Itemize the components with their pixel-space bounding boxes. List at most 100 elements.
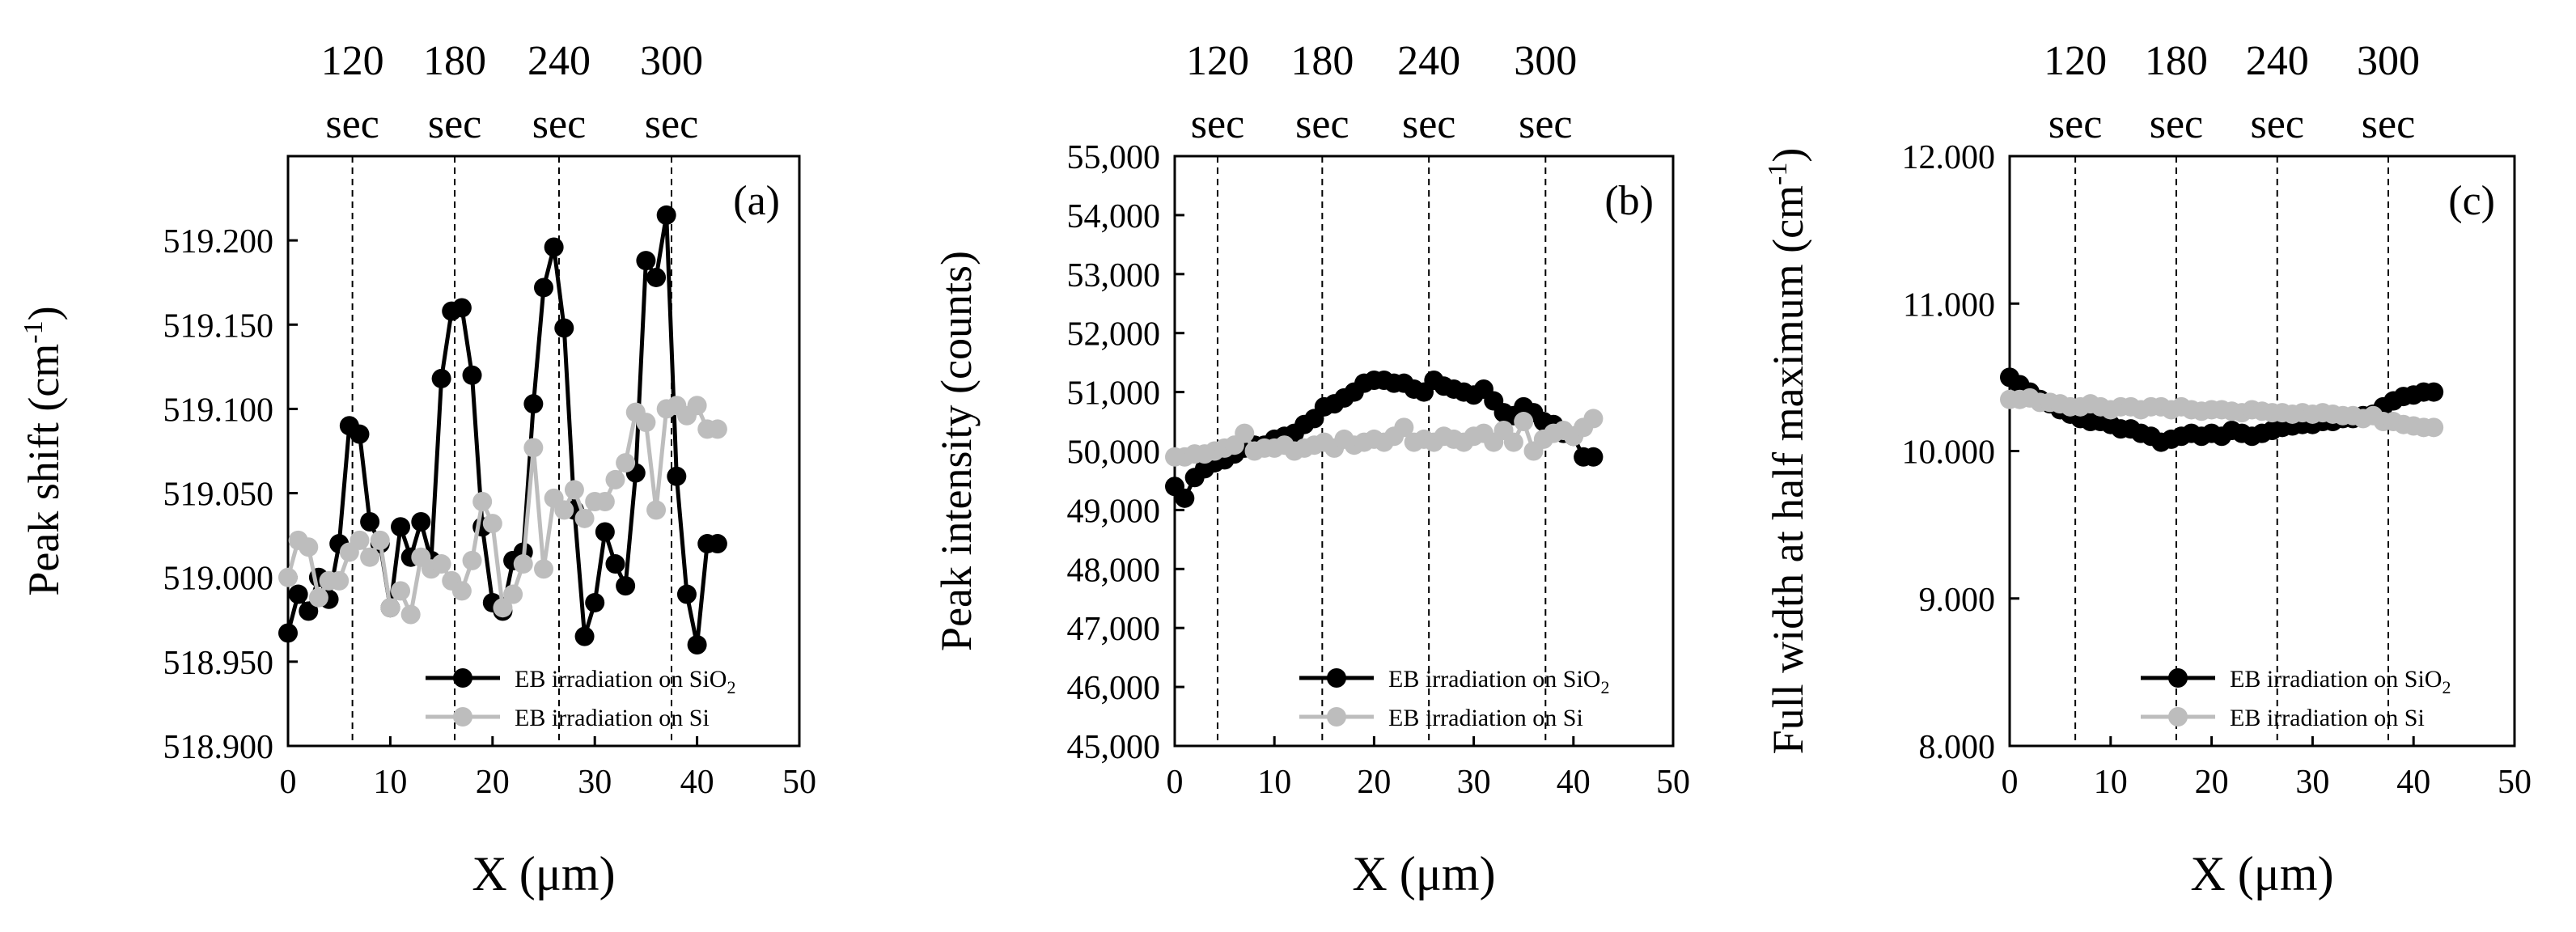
y-axis-title: Full width at half maximum (cm-1) <box>1763 148 1812 755</box>
legend-marker <box>2168 707 2188 727</box>
data-point <box>2424 417 2444 438</box>
legend-item: EB irradiation on Si <box>1299 705 1583 731</box>
data-point <box>370 530 390 550</box>
data-point <box>574 626 595 646</box>
data-point <box>493 598 513 618</box>
data-point <box>472 491 493 511</box>
x-tick-label: 20 <box>1357 764 1391 801</box>
time-marker-value: 180 <box>2145 38 2208 84</box>
data-point <box>687 396 707 416</box>
data-point <box>503 584 523 604</box>
data-point <box>451 581 472 601</box>
y-tick-label: 12.000 <box>1902 139 1996 176</box>
x-tick-label: 50 <box>2498 764 2532 801</box>
data-point <box>646 267 667 287</box>
legend-label-subscript: 2 <box>1600 677 1609 697</box>
legend-label-text: EB irradiation on SiO <box>2230 666 2442 693</box>
y-axis-title-tail: ) <box>1764 148 1812 163</box>
data-point <box>288 584 308 604</box>
data-point <box>636 413 656 433</box>
series-1 <box>2000 388 2444 438</box>
legend-label-text: EB irradiation on SiO <box>1388 666 1600 693</box>
plot-frame <box>286 155 801 748</box>
y-tick-label: 55,000 <box>1067 139 1161 176</box>
panel-label: (c) <box>2448 178 2495 224</box>
data-point <box>451 298 472 318</box>
data-point <box>299 537 319 557</box>
series-1 <box>278 396 727 625</box>
data-point <box>350 424 370 444</box>
x-tick-label: 0 <box>1167 764 1184 801</box>
y-tick-label: 45,000 <box>1067 729 1161 766</box>
y-tick-label: 8.000 <box>1919 729 1996 766</box>
data-point <box>2424 382 2444 402</box>
legend-label-text: EB irradiation on Si <box>2230 705 2425 731</box>
time-marker-value: 300 <box>640 38 703 84</box>
x-tick-label: 30 <box>578 764 612 801</box>
y-tick-label: 519.150 <box>163 307 274 345</box>
legend-item: EB irradiation on Si <box>2141 705 2425 731</box>
data-point <box>278 567 298 587</box>
legend-marker <box>453 668 472 688</box>
legend-marker <box>1327 668 1346 688</box>
time-marker-unit: sec <box>2362 101 2415 147</box>
data-point <box>534 277 553 298</box>
series-1 <box>1165 409 1604 467</box>
time-marker-unit: sec <box>2150 101 2203 147</box>
time-marker-unit: sec <box>2251 101 2304 147</box>
data-point <box>462 365 482 385</box>
y-tick-label: 518.950 <box>163 645 274 682</box>
data-point <box>616 576 636 596</box>
legend-label: EB irradiation on SiO2 <box>1388 666 1609 697</box>
x-tick-label: 0 <box>2002 764 2019 801</box>
data-point <box>707 534 727 554</box>
time-marker-unit: sec <box>1402 101 1455 147</box>
chart-panel-a: 518.900 518.950 519.000 519.050 519.100 519.1… <box>19 38 816 900</box>
data-point <box>656 205 676 225</box>
data-point <box>595 522 615 542</box>
time-marker-unit: sec <box>325 101 379 147</box>
legend-item: EB irradiation on SiO2 <box>1299 666 1609 697</box>
legend-item: EB irradiation on Si <box>426 705 710 731</box>
data-point <box>350 530 370 550</box>
data-point <box>534 559 553 579</box>
data-point <box>482 514 502 534</box>
data-point <box>391 517 411 537</box>
y-tick-label: 518.900 <box>163 729 274 766</box>
y-tick-label: 50,000 <box>1067 434 1161 472</box>
data-point <box>523 394 544 414</box>
y-tick-label: 9.000 <box>1919 582 1996 619</box>
data-point <box>360 547 380 567</box>
legend-item: EB irradiation on SiO2 <box>2141 666 2451 697</box>
data-point <box>1583 409 1604 429</box>
x-tick-label: 50 <box>1656 764 1690 801</box>
legend-marker <box>453 707 472 727</box>
x-tick-label: 20 <box>476 764 510 801</box>
legend-label: EB irradiation on Si <box>2230 705 2425 731</box>
time-marker-value: 240 <box>1397 38 1460 84</box>
data-point <box>605 554 625 574</box>
y-tick-label: 519.050 <box>163 477 274 514</box>
legend-label-text: EB irradiation on Si <box>1388 705 1583 731</box>
time-marker-value: 120 <box>1186 38 1249 84</box>
data-point <box>360 511 380 532</box>
data-point <box>616 453 636 473</box>
legend-label-subscript: 2 <box>2442 677 2451 697</box>
plot-frame <box>2008 155 2516 748</box>
data-point <box>299 601 319 621</box>
x-tick-label: 10 <box>2094 764 2128 801</box>
y-tick-label: 519.100 <box>163 392 274 429</box>
data-point <box>523 438 544 458</box>
x-axis-title: X (μm) <box>2190 847 2333 900</box>
y-tick-label: 46,000 <box>1067 670 1161 707</box>
time-marker-value: 240 <box>2246 38 2309 84</box>
time-marker-value: 240 <box>527 38 591 84</box>
time-marker-value: 120 <box>321 38 384 84</box>
y-tick-label: 47,000 <box>1067 611 1161 648</box>
data-point <box>707 419 727 439</box>
x-tick-label: 30 <box>2295 764 2329 801</box>
panel-label: (a) <box>733 178 780 224</box>
data-point <box>462 550 482 570</box>
data-point <box>595 491 615 511</box>
y-axis-title: Peak intensity (counts) <box>932 251 981 651</box>
